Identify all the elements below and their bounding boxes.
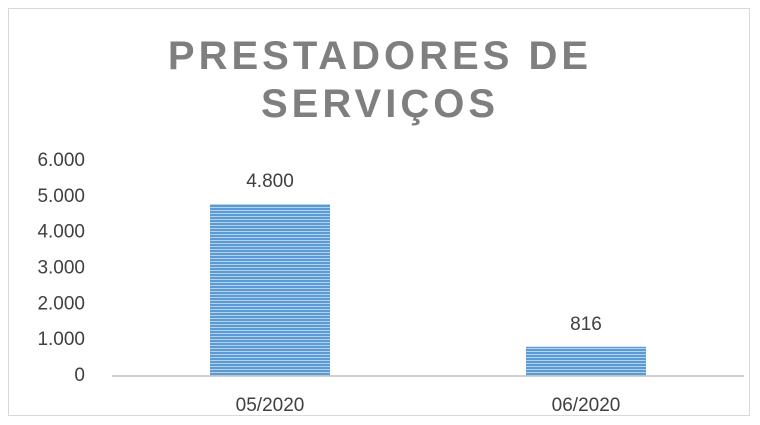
y-tick-label: 1.000	[37, 329, 85, 350]
chart-title: PRESTADORES DE SERVIÇOS	[167, 34, 593, 126]
data-label: 4.800	[246, 171, 294, 192]
y-tick-label: 5.000	[37, 186, 85, 207]
y-tick-label: 6.000	[37, 150, 85, 171]
y-tick-label: 4.000	[37, 222, 85, 243]
x-tick-label: 05/2020	[236, 395, 305, 416]
data-label: 816	[570, 314, 602, 335]
y-tick-label: 3.000	[37, 258, 85, 279]
y-tick-label: 2.000	[37, 293, 85, 314]
y-tick-label: 0	[74, 365, 85, 386]
bar	[526, 346, 646, 376]
chart-frame	[8, 8, 750, 416]
x-tick-label: 06/2020	[552, 395, 621, 416]
bar	[210, 204, 330, 376]
